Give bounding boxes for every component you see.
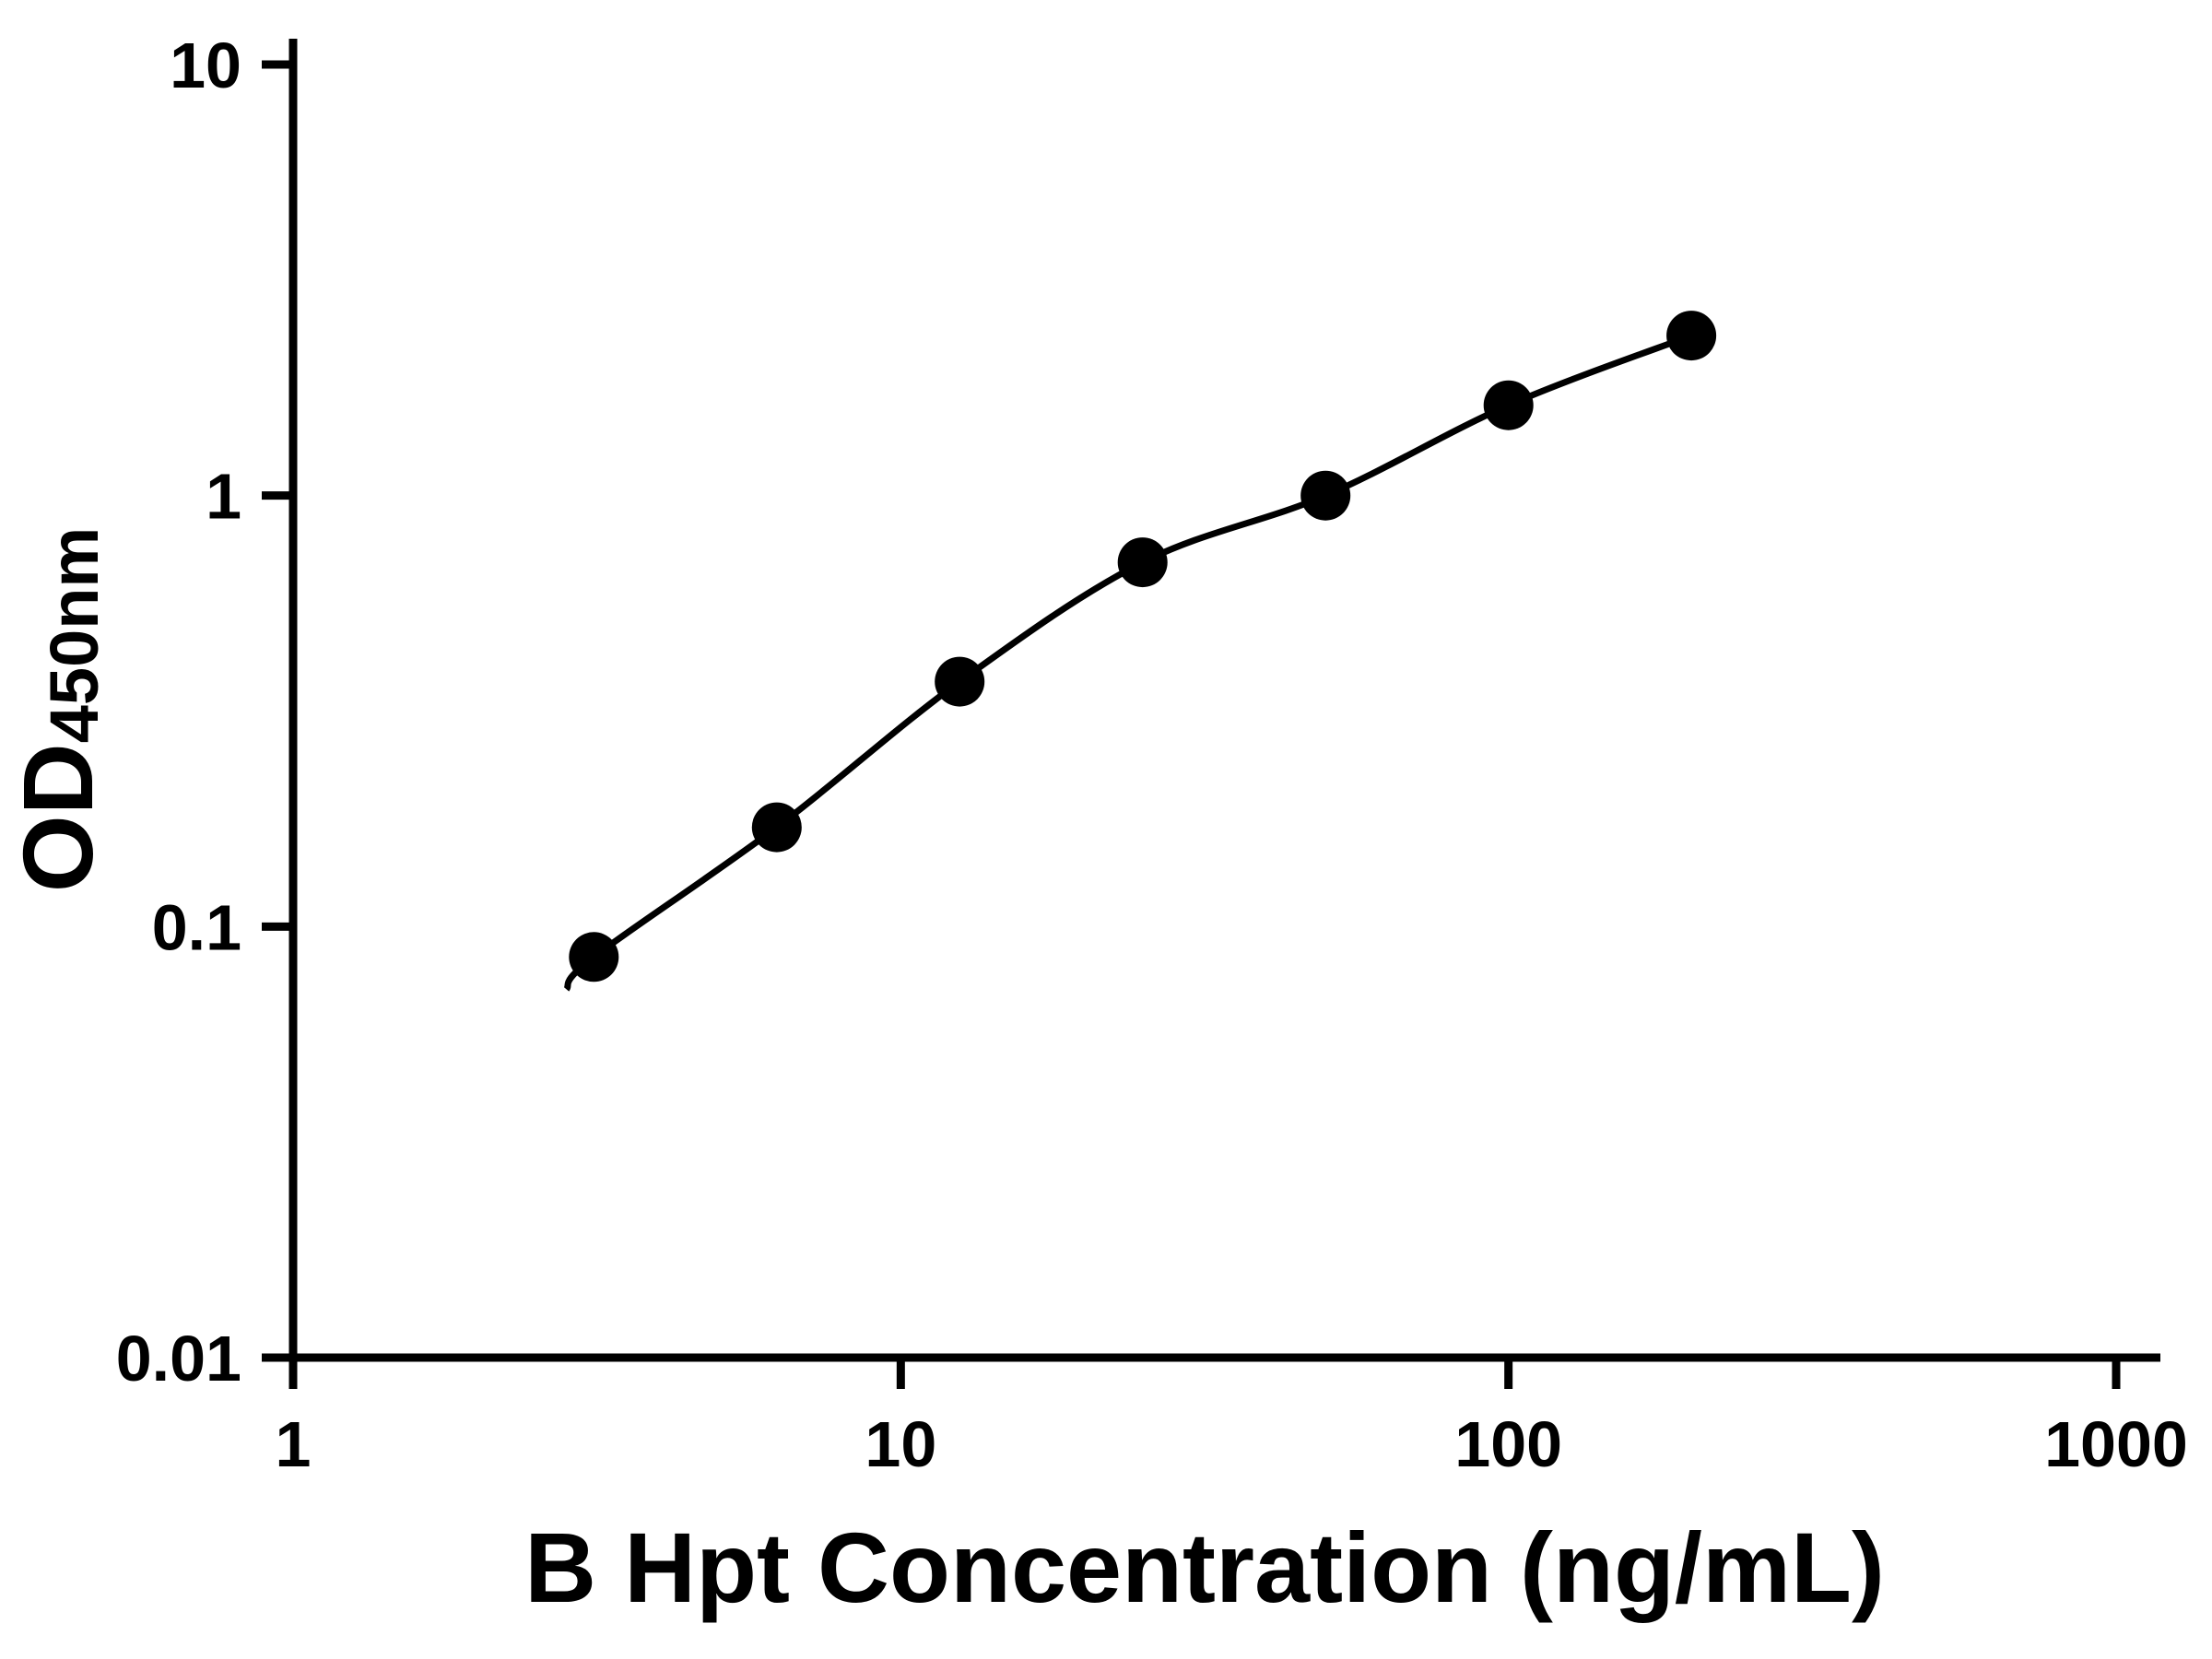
data-point-marker — [751, 802, 802, 853]
data-point-marker — [1666, 311, 1717, 361]
data-point-marker — [935, 656, 985, 707]
data-points — [569, 311, 1717, 982]
y-axis-label-subscript: 450nm — [36, 527, 112, 743]
data-point-marker — [569, 932, 619, 982]
y-tick-label: 1 — [206, 461, 241, 533]
fit-curve — [563, 332, 1693, 992]
x-tick-label: 100 — [1454, 1408, 1562, 1480]
y-axis-label-main: OD — [2, 743, 113, 892]
y-tick-label: 0.01 — [116, 1323, 241, 1394]
data-point-marker — [1117, 537, 1168, 588]
y-axis-label: OD450nm — [2, 527, 113, 892]
x-axis-label: B Hpt Concentration (ng/mL) — [524, 1512, 1885, 1623]
data-point-marker — [1300, 470, 1351, 521]
y-tick-label: 10 — [170, 29, 241, 101]
y-tick-label: 0.1 — [152, 891, 241, 963]
x-tick-label: 10 — [865, 1408, 936, 1480]
data-point-marker — [1483, 380, 1534, 430]
x-tick-label: 1 — [276, 1408, 312, 1480]
x-tick-label: 1000 — [2044, 1408, 2188, 1480]
axes-group: 1 10 100 1000 10 1 0.1 0.01 — [116, 29, 2188, 1480]
